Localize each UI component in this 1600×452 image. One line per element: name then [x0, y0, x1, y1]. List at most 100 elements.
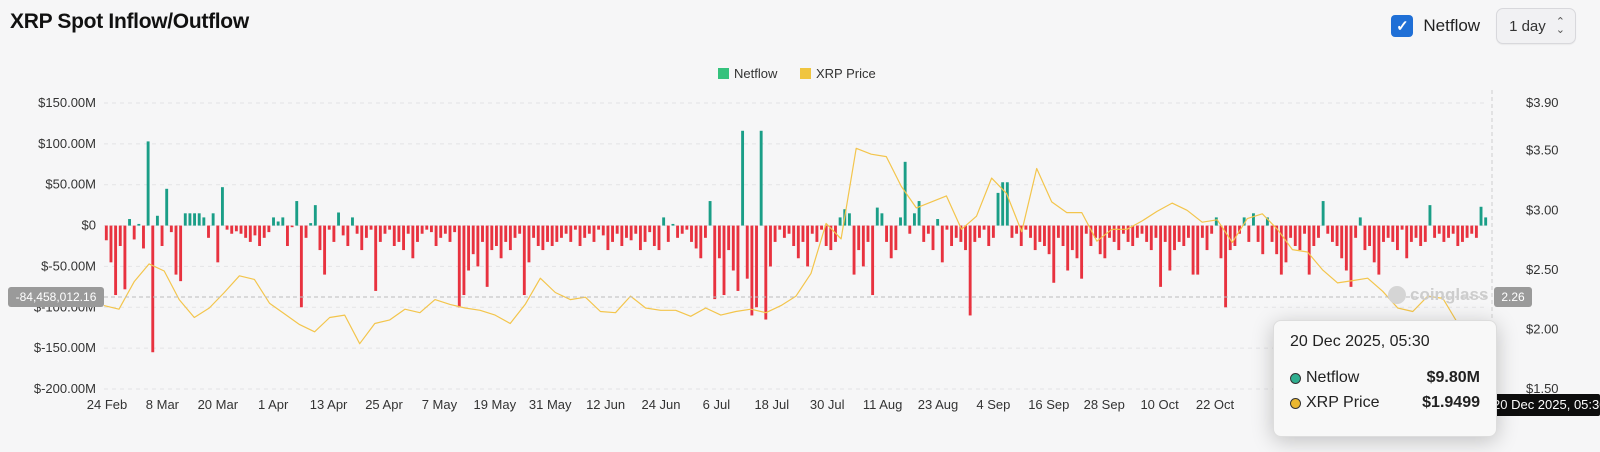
netflow-bar — [369, 225, 373, 230]
netflow-bar — [1205, 225, 1209, 251]
netflow-bar — [634, 225, 638, 234]
tooltip-name: XRP Price — [1306, 394, 1380, 411]
netflow-bar — [1261, 225, 1265, 255]
netflow-dot-icon — [1290, 372, 1301, 384]
netflow-bar — [1391, 225, 1395, 242]
netflow-bar — [964, 225, 967, 251]
chart-controls: ✓ Netflow 1 day ⌃ ⌄ — [1391, 8, 1576, 44]
netflow-bar — [1256, 225, 1260, 242]
netflow-bar — [1191, 225, 1195, 275]
netflow-bar — [244, 225, 248, 238]
netflow-bar — [1070, 225, 1074, 251]
netflow-bar — [392, 225, 396, 246]
netflow-bar — [536, 225, 540, 246]
netflow-bar — [118, 225, 122, 246]
netflow-bar — [764, 225, 768, 320]
netflow-bar — [169, 225, 173, 233]
coinglass-logo-icon — [1388, 286, 1406, 304]
netflow-bar — [443, 225, 447, 234]
netflow-bar — [1131, 225, 1135, 246]
netflow-bar — [987, 225, 991, 246]
netflow-bar — [383, 225, 387, 234]
netflow-bar — [810, 225, 814, 234]
netflow-bar — [299, 225, 303, 308]
netflow-bar — [1442, 225, 1446, 242]
netflow-bar — [564, 225, 568, 234]
netflow-bar — [434, 225, 438, 246]
interval-select[interactable]: 1 day ⌃ ⌄ — [1496, 8, 1576, 44]
netflow-bar — [402, 225, 405, 251]
netflow-bar — [453, 225, 457, 233]
netflow-bar — [1052, 225, 1056, 283]
netflow-bar — [1233, 225, 1237, 246]
netflow-bar — [1409, 225, 1413, 242]
netflow-bar — [1126, 225, 1130, 242]
netflow-bar — [490, 225, 494, 251]
netflow-bar — [1098, 225, 1102, 255]
netflow-bar — [1284, 225, 1288, 263]
netflow-bar — [815, 225, 819, 242]
netflow-bar — [1335, 225, 1339, 246]
netflow-bar — [485, 225, 489, 287]
netflow-bar — [504, 225, 508, 242]
x-tick-label: 6 Jul — [703, 397, 731, 412]
netflow-bar — [755, 225, 758, 308]
netflow-bar — [360, 225, 364, 251]
netflow-bar — [193, 213, 196, 226]
netflow-bar — [123, 225, 127, 290]
netflow-bar — [1456, 225, 1460, 246]
netflow-bar — [114, 225, 118, 296]
tooltip-row-netflow: Netflow $9.80M — [1290, 369, 1480, 387]
netflow-bar — [1247, 225, 1251, 242]
netflow-checkbox[interactable]: ✓ — [1391, 15, 1414, 37]
netflow-bar — [216, 225, 220, 263]
netflow-bar — [578, 225, 582, 246]
netflow-bar — [982, 225, 986, 230]
netflow-bar — [1024, 225, 1028, 230]
netflow-bar — [899, 217, 902, 226]
y-left-tick-label: $-50.00M — [41, 258, 96, 273]
netflow-bar — [638, 225, 642, 251]
netflow-bar — [1084, 225, 1088, 234]
netflow-bar — [1168, 225, 1172, 271]
netflow-bar — [1094, 225, 1097, 238]
netflow-bar — [1010, 225, 1014, 238]
netflow-bar — [1103, 225, 1107, 259]
check-icon: ✓ — [1396, 18, 1409, 35]
netflow-bar — [1019, 225, 1023, 246]
netflow-bar — [1437, 225, 1441, 234]
x-tick-label: 16 Sep — [1028, 397, 1069, 412]
netflow-bar — [476, 225, 480, 267]
tooltip-value: $1.9499 — [1422, 394, 1480, 411]
y-left-tick-label: $100.00M — [38, 136, 96, 151]
netflow-bar — [954, 225, 958, 238]
tooltip-name: Netflow — [1306, 369, 1360, 386]
netflow-bar — [569, 225, 573, 242]
netflow-bar — [1382, 225, 1385, 242]
netflow-bar — [1423, 225, 1427, 242]
netflow-bar — [1433, 225, 1437, 238]
netflow-bar — [1149, 225, 1153, 251]
netflow-bar — [1358, 217, 1362, 226]
netflow-toggle-label[interactable]: Netflow — [1423, 16, 1481, 35]
netflow-bar — [1228, 225, 1232, 251]
netflow-bar — [1363, 225, 1367, 251]
netflow-bar — [968, 225, 972, 316]
netflow-bar — [183, 213, 187, 226]
interval-value: 1 day — [1509, 17, 1546, 35]
y-right-tick-label: $3.90 — [1526, 95, 1559, 110]
netflow-bar — [931, 225, 935, 251]
netflow-bar — [996, 192, 1000, 226]
legend-swatch — [718, 68, 729, 79]
price-dot-icon — [1290, 397, 1301, 409]
netflow-bar — [560, 225, 563, 238]
tooltip-value: $9.80M — [1426, 369, 1480, 386]
x-tick-label: 31 May — [529, 397, 572, 412]
netflow-bar — [234, 225, 238, 232]
netflow-bar — [615, 225, 619, 234]
price-line — [103, 147, 1489, 345]
netflow-bar — [666, 225, 670, 242]
x-tick-label: 8 Mar — [146, 397, 180, 412]
netflow-bar — [439, 225, 443, 238]
